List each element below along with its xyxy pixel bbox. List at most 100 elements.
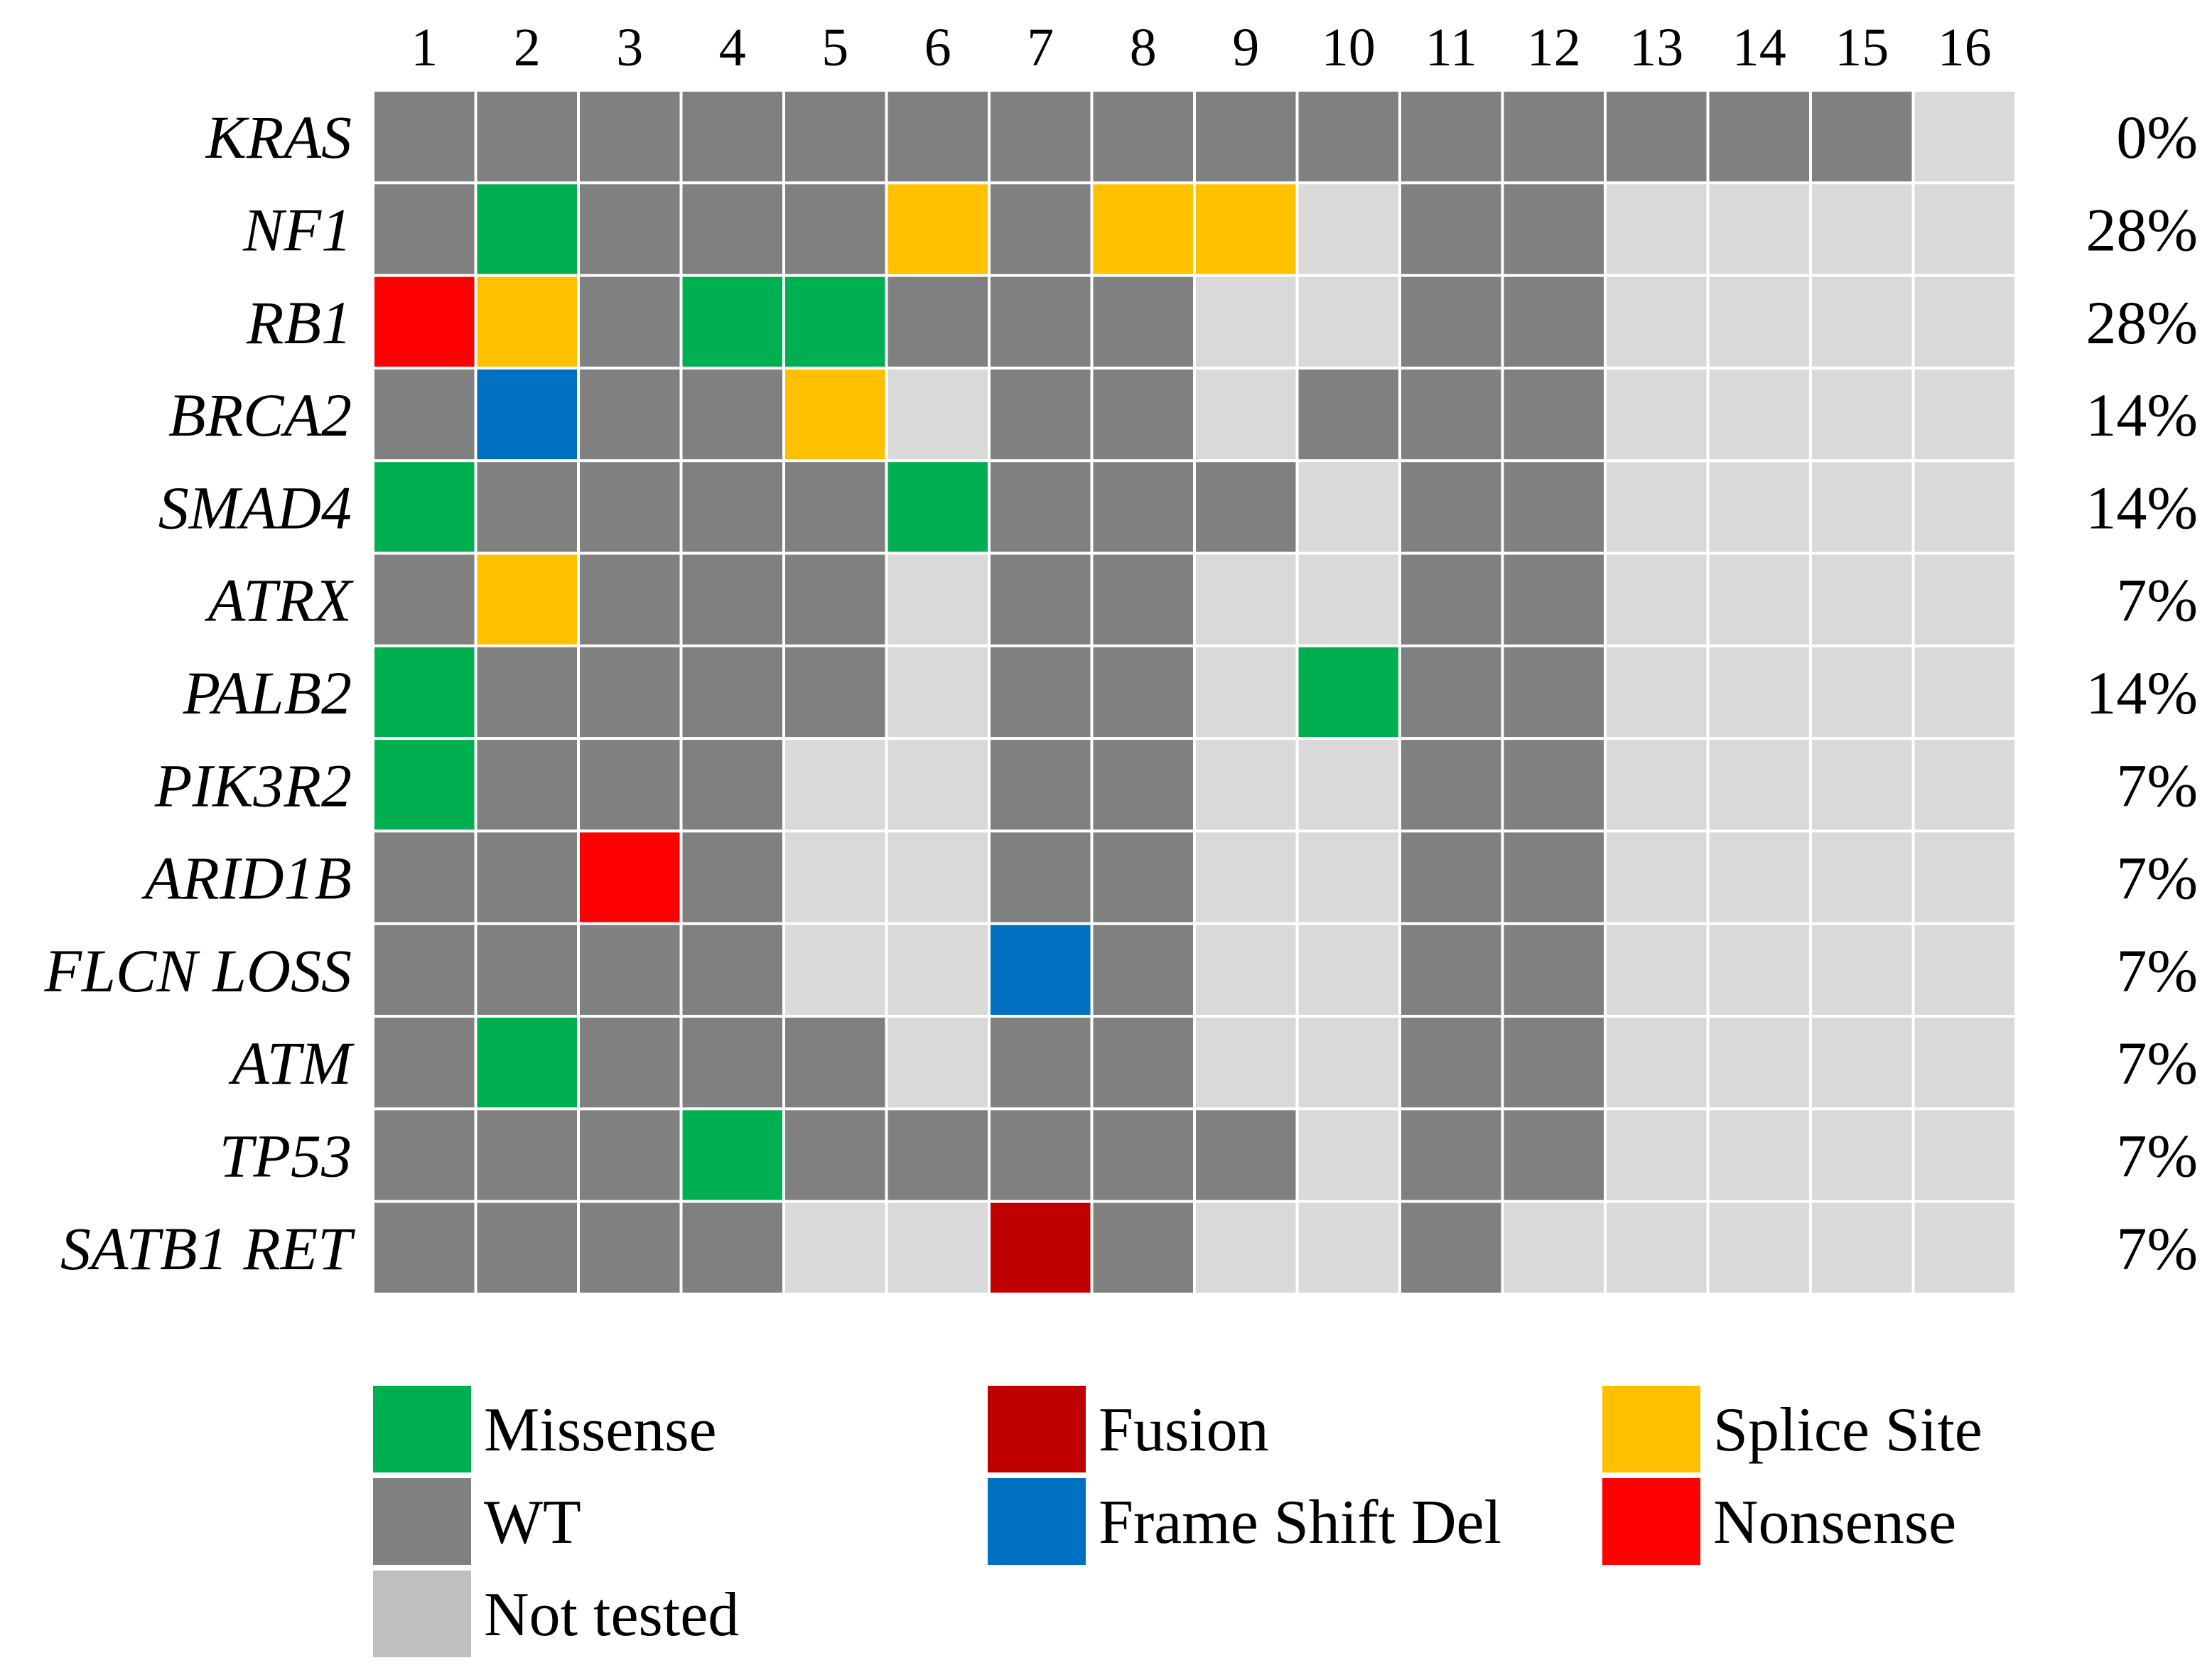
cell-smad4-10-not-tested <box>1298 462 1398 552</box>
cell-kras-3-wt <box>580 92 680 182</box>
cell-kras-2-wt <box>477 92 577 182</box>
cell-arid1b-1-wt <box>374 832 475 922</box>
cell-arid1b-14-not-tested <box>1709 832 1809 922</box>
cell-atrx-2-splice-site <box>477 554 577 645</box>
cell-rb1-11-wt <box>1401 276 1501 367</box>
cell-atm-16-not-tested <box>1914 1018 2014 1108</box>
legend-swatch-missense <box>373 1386 471 1472</box>
cell-tp53-16-not-tested <box>1914 1110 2014 1200</box>
cell-arid1b-2-wt <box>477 832 577 922</box>
cell-brca2-6-not-tested <box>888 369 988 460</box>
cell-kras-9-wt <box>1196 92 1296 182</box>
cell-kras-6-wt <box>888 92 988 182</box>
cell-smad4-8-wt <box>1093 462 1193 552</box>
cell-atm-6-not-tested <box>888 1018 988 1108</box>
cell-atm-8-wt <box>1093 1018 1193 1108</box>
gene-label-rb1: RB1 <box>246 289 352 357</box>
cell-tp53-8-wt <box>1093 1110 1193 1200</box>
cell-nf1-16-not-tested <box>1914 184 2014 274</box>
cell-smad4-1-missense <box>374 462 475 552</box>
cell-brca2-10-wt <box>1298 369 1398 460</box>
cell-brca2-1-wt <box>374 369 475 460</box>
cell-nf1-11-wt <box>1401 184 1501 274</box>
gene-label-nf1: NF1 <box>242 195 352 264</box>
cell-pik3r2-2-wt <box>477 740 577 830</box>
cell-tp53-5-wt <box>785 1110 885 1200</box>
percentage-label-rb1: 28% <box>2086 289 2198 357</box>
cell-arid1b-12-wt <box>1504 832 1604 922</box>
cell-smad4-3-wt <box>580 462 680 552</box>
column-label-13: 13 <box>1629 18 1683 77</box>
cell-pik3r2-7-wt <box>991 740 1091 830</box>
legend-label-fusion: Fusion <box>1099 1396 1269 1465</box>
cell-rb1-8-wt <box>1093 276 1193 367</box>
percentage-label-brca2: 14% <box>2086 381 2198 449</box>
cell-tp53-9-wt <box>1196 1110 1296 1200</box>
cell-nf1-5-wt <box>785 184 885 274</box>
cell-pik3r2-15-not-tested <box>1812 740 1912 830</box>
cell-brca2-14-not-tested <box>1709 369 1809 460</box>
cell-brca2-7-wt <box>991 369 1091 460</box>
cell-flcn-loss-5-not-tested <box>785 925 885 1015</box>
cell-arid1b-8-wt <box>1093 832 1193 922</box>
cell-brca2-11-wt <box>1401 369 1501 460</box>
cell-flcn-loss-1-wt <box>374 925 475 1015</box>
cell-atrx-3-wt <box>580 554 680 645</box>
cell-atrx-10-not-tested <box>1298 554 1398 645</box>
cell-pik3r2-14-not-tested <box>1709 740 1809 830</box>
cell-atm-2-missense <box>477 1018 577 1108</box>
column-label-3: 3 <box>616 18 643 77</box>
legend-label-not-tested: Not tested <box>484 1580 739 1649</box>
cell-palb2-3-wt <box>580 647 680 738</box>
percentage-label-flcn-loss: 7% <box>2116 937 2198 1005</box>
column-labels: 1 2 3 4 5 6 7 8 9 10 11 12 13 14 15 16 <box>411 18 1992 77</box>
cell-rb1-3-wt <box>580 276 680 367</box>
cell-smad4-14-not-tested <box>1709 462 1809 552</box>
percentage-label-atm: 7% <box>2116 1029 2198 1097</box>
cell-brca2-8-wt <box>1093 369 1193 460</box>
cell-flcn-loss-8-wt <box>1093 925 1193 1015</box>
cell-tp53-4-missense <box>682 1110 782 1200</box>
cell-satb1-ret-5-not-tested <box>785 1202 885 1293</box>
gene-label-pik3r2: PIK3R2 <box>154 751 352 819</box>
cell-atrx-5-wt <box>785 554 885 645</box>
cell-flcn-loss-6-not-tested <box>888 925 988 1015</box>
cell-nf1-8-splice-site <box>1093 184 1193 274</box>
cell-satb1-ret-9-not-tested <box>1196 1202 1296 1293</box>
cell-rb1-5-missense <box>785 276 885 367</box>
cell-satb1-ret-16-not-tested <box>1914 1202 2014 1293</box>
cell-palb2-2-wt <box>477 647 577 738</box>
cell-atrx-1-wt <box>374 554 475 645</box>
cell-arid1b-15-not-tested <box>1812 832 1912 922</box>
cell-atm-7-wt <box>991 1018 1091 1108</box>
gene-labels: KRAS NF1 RB1 BRCA2 SMAD4 ATRX PALB2 PIK3R2 ARID1… <box>43 103 355 1283</box>
cell-palb2-11-wt <box>1401 647 1501 738</box>
legend-swatch-not-tested <box>373 1571 471 1657</box>
cell-palb2-12-wt <box>1504 647 1604 738</box>
cell-tp53-2-wt <box>477 1110 577 1200</box>
cell-smad4-9-wt <box>1196 462 1296 552</box>
cell-atm-9-not-tested <box>1196 1018 1296 1108</box>
cell-rb1-13-not-tested <box>1607 276 1707 367</box>
cell-kras-16-not-tested <box>1914 92 2014 182</box>
cell-atrx-12-wt <box>1504 554 1604 645</box>
cell-palb2-7-wt <box>991 647 1091 738</box>
cell-pik3r2-6-not-tested <box>888 740 988 830</box>
cell-palb2-13-not-tested <box>1607 647 1707 738</box>
legend-swatch-splice-site <box>1602 1386 1700 1472</box>
cell-pik3r2-5-not-tested <box>785 740 885 830</box>
cell-tp53-7-wt <box>991 1110 1091 1200</box>
column-label-15: 15 <box>1835 18 1889 77</box>
cell-satb1-ret-4-wt <box>682 1202 782 1293</box>
cell-tp53-12-wt <box>1504 1110 1604 1200</box>
cell-nf1-9-splice-site <box>1196 184 1296 274</box>
cell-pik3r2-1-missense <box>374 740 475 830</box>
cell-kras-15-wt <box>1812 92 1912 182</box>
cell-flcn-loss-7-frame-shift-del <box>991 925 1091 1015</box>
cell-brca2-12-wt <box>1504 369 1604 460</box>
cell-smad4-15-not-tested <box>1812 462 1912 552</box>
cell-smad4-13-not-tested <box>1607 462 1707 552</box>
percentage-label-atrx: 7% <box>2116 566 2198 635</box>
cell-rb1-14-not-tested <box>1709 276 1809 367</box>
cell-rb1-6-wt <box>888 276 988 367</box>
